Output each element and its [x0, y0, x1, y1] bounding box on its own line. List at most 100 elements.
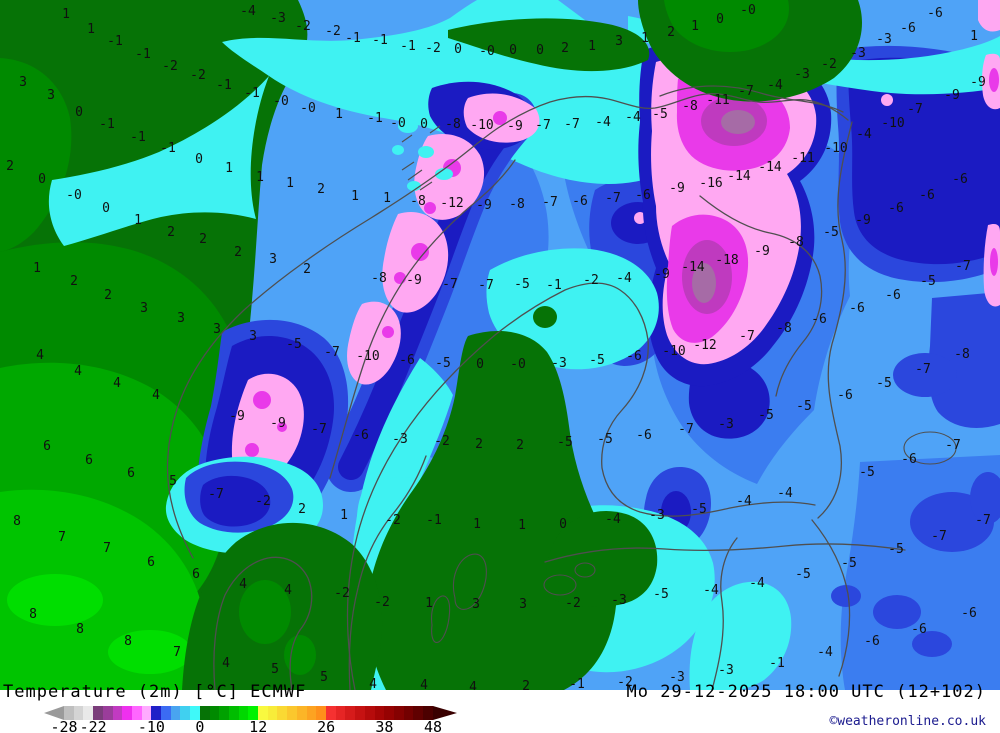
temp-label: -8 — [371, 271, 387, 286]
temp-label: 3 — [269, 252, 277, 267]
legend-segment — [141, 706, 152, 720]
legend-segment — [384, 706, 394, 720]
temp-label: 6 — [85, 453, 93, 468]
temp-label: -5 — [514, 277, 530, 292]
temp-label: -14 — [758, 160, 782, 175]
temp-label: -10 — [824, 141, 847, 156]
legend-segment — [355, 706, 365, 720]
legend-segment — [170, 706, 181, 720]
temp-label: 8 — [29, 607, 37, 622]
temp-label: -3 — [669, 670, 685, 685]
temp-label: -6 — [864, 634, 880, 649]
temp-label: -1 — [367, 111, 383, 126]
temp-label: 4 — [222, 656, 230, 671]
temp-label: -3 — [718, 417, 734, 432]
temp-label: -6 — [911, 622, 927, 637]
temp-label: -7 — [542, 195, 558, 210]
temp-label: -1 — [345, 31, 361, 46]
legend-bar: Temperature (2m) [°C] ECMWF Mo 29-12-202… — [0, 682, 1000, 733]
legend-segment — [403, 706, 414, 720]
legend-tick: -22 — [79, 718, 107, 733]
temp-label: -8 — [445, 117, 461, 132]
legend-segment — [238, 706, 249, 720]
temp-label: 1 — [286, 176, 294, 191]
temp-label: 3 — [519, 597, 527, 612]
legend-segment — [209, 706, 220, 720]
legend-segment — [199, 706, 210, 720]
legend-segment — [131, 706, 142, 720]
temp-label: 6 — [127, 466, 135, 481]
temp-label: -3 — [649, 508, 665, 523]
legend-segment — [364, 706, 375, 720]
legend-segment — [228, 706, 239, 720]
temp-label: -1 — [216, 78, 232, 93]
temp-label: -2 — [425, 41, 441, 56]
legend-segment — [258, 706, 268, 720]
temp-label: -1 — [160, 141, 176, 156]
temp-label: 4 — [420, 678, 428, 690]
temp-label: -8 — [788, 235, 804, 250]
temp-label: -12 — [693, 338, 716, 353]
region-kola-cold — [638, 39, 832, 387]
temp-label: -9 — [229, 409, 245, 424]
legend-arrow-left-icon — [44, 706, 64, 720]
temp-label: -6 — [636, 428, 652, 443]
temp-label: -9 — [654, 267, 670, 282]
legend-segment — [374, 706, 385, 720]
temp-label: -7 — [478, 278, 494, 293]
legend-tick: 38 — [375, 718, 394, 733]
legend-segment — [316, 706, 326, 720]
temp-label: -0 — [479, 44, 495, 59]
temp-label: -1 — [135, 47, 151, 62]
temp-label: -7 — [442, 277, 458, 292]
temp-label: -0 — [390, 116, 406, 131]
temp-label: 0 — [559, 517, 567, 532]
temp-label: -0 — [66, 188, 82, 203]
temp-label: -6 — [888, 201, 904, 216]
temp-label: 0 — [476, 357, 484, 372]
temp-label: 3 — [472, 597, 480, 612]
legend-segment — [190, 706, 200, 720]
temp-label: -9 — [970, 75, 986, 90]
legend-segment — [248, 706, 259, 720]
legend-tick: 0 — [195, 718, 205, 733]
temp-label: -18 — [715, 253, 738, 268]
legend-segment — [296, 706, 307, 720]
temp-label: -6 — [849, 301, 865, 316]
temp-label: 0 — [75, 105, 83, 120]
temp-label: -6 — [353, 428, 369, 443]
temp-label: -7 — [739, 329, 755, 344]
temp-label: -2 — [821, 57, 837, 72]
temp-label: -1 — [130, 130, 146, 145]
temp-label: -4 — [625, 110, 641, 125]
temp-label: 3 — [213, 322, 221, 337]
temp-label: -4 — [856, 127, 872, 142]
temp-label: -10 — [881, 116, 904, 131]
temp-label: -5 — [557, 435, 573, 450]
temp-label: -6 — [927, 6, 943, 21]
temp-label: -6 — [901, 452, 917, 467]
temp-label: -7 — [564, 117, 580, 132]
temp-label: -1 — [400, 39, 416, 54]
temp-label: -6 — [626, 349, 642, 364]
temp-label: 4 — [36, 348, 44, 363]
temp-label: -5 — [653, 587, 669, 602]
temp-label: -3 — [876, 32, 892, 47]
temp-label: -8 — [509, 197, 525, 212]
temp-label: -5 — [758, 408, 774, 423]
temp-label: -8 — [682, 99, 698, 114]
temp-label: 3 — [19, 75, 27, 90]
temp-label: -7 — [907, 102, 923, 117]
copyright-link[interactable]: ©weatheronline.co.uk — [829, 714, 986, 729]
temp-label: 7 — [173, 645, 181, 660]
temp-label: 4 — [74, 364, 82, 379]
temp-label: 4 — [369, 677, 377, 690]
legend-segment — [102, 706, 113, 720]
temp-label: -4 — [777, 486, 793, 501]
temp-label: -7 — [955, 259, 971, 274]
legend-segment — [413, 706, 424, 720]
temp-label: -6 — [572, 194, 588, 209]
region-green-warm-water — [182, 0, 863, 690]
temp-label: 0 — [38, 172, 46, 187]
